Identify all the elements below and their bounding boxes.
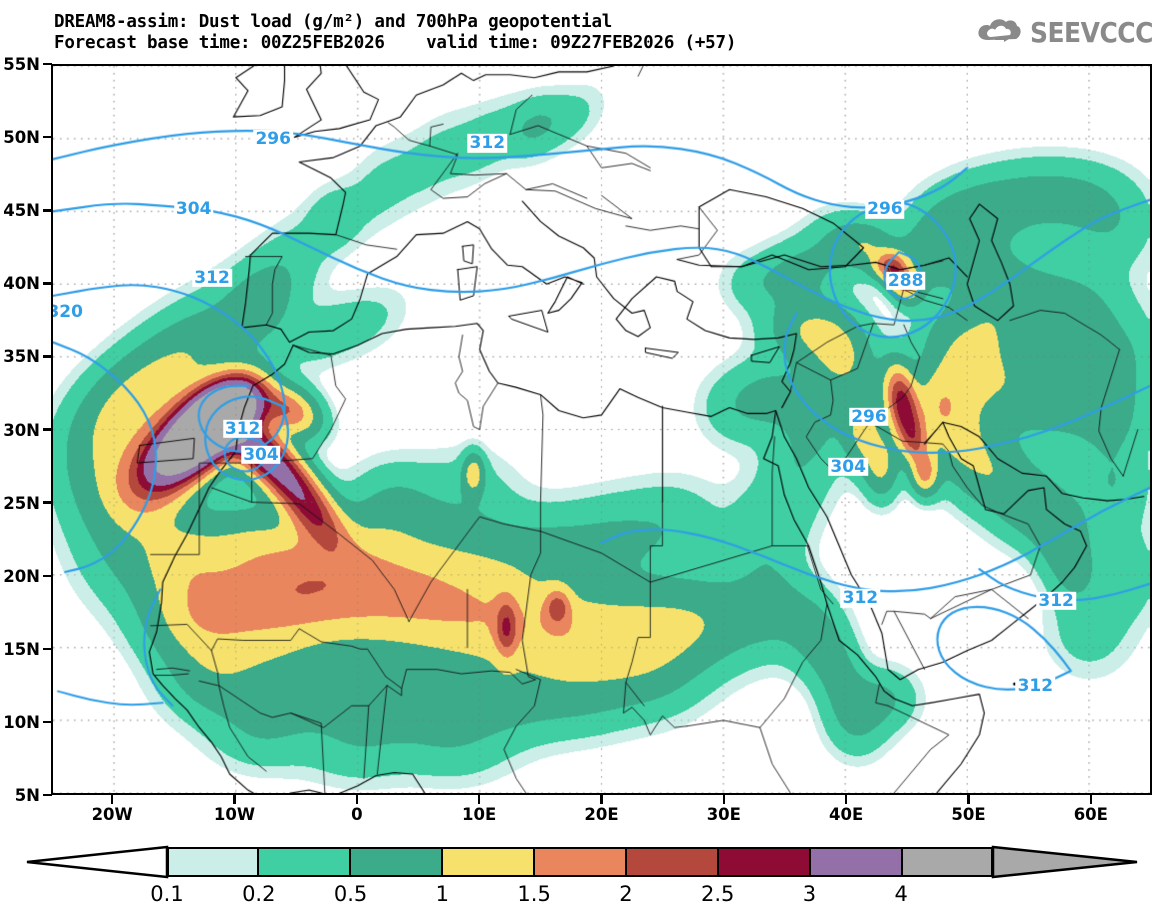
forecast-time-subtitle: Forecast base time: 00Z25FEB2026 valid t… [54,33,737,53]
colorbar-swatches [167,847,993,877]
y-axis-label: 40N [3,274,40,294]
contour-label: 312 [192,267,232,288]
y-axis-label: 45N [3,201,40,221]
contour-label: 288 [885,270,926,291]
colorbar-swatch [627,847,719,877]
y-axis-tick [43,501,52,504]
colorbar-swatch [903,847,993,877]
x-axis-tick [600,795,603,804]
y-axis-label: 5N [14,786,40,805]
colorbar-tick-label: 2.5 [700,882,735,906]
y-axis-tick [43,62,52,66]
y-axis-label: 25N [3,493,40,513]
x-axis-label: 10E [462,805,497,824]
x-axis-tick [967,795,970,804]
x-axis-label: 30E [706,805,741,824]
x-axis-tick [844,795,848,804]
x-axis-tick [233,795,236,804]
contour-label: 312 [1015,675,1056,696]
colorbar-tick-label: 0.5 [333,882,368,906]
y-axis-tick [43,428,52,431]
y-axis-label: 35N [3,347,40,367]
x-axis-tick [1089,795,1093,804]
colorbar: 0.1 0.2 0.5 1 1.5 2 2.5 3 4 [0,838,1165,907]
x-axis-label: 20E [584,805,619,824]
colorbar-tick-label: 4 [894,882,908,906]
colorbar-tick-label: 2 [619,882,633,906]
x-axis-label: 20W [91,805,133,824]
x-axis-tick [355,795,359,804]
contour-label: 296 [865,199,905,220]
x-axis-label: 0 [351,805,363,824]
x-axis-tick [722,795,726,804]
y-axis-label: 55N [3,55,40,74]
y-axis-tick [43,647,52,651]
colorbar-tick-label: 0.2 [242,882,276,906]
colorbar-tick-label: 3 [802,882,817,906]
map-plot-area[interactable]: 320 296 312 304 312 312 304 296 288 296 304 312 312 3… [51,64,1152,795]
colorbar-tick-labels: 0.1 0.2 0.5 1 1.5 2 2.5 3 4 [0,882,1165,907]
page-title: DREAM8-assim: Dust load (g/m²) and 700hP… [54,12,613,32]
contour-label: 296 [253,128,293,149]
contour-label: 304 [828,456,868,477]
x-axis-label: 40E [829,805,864,824]
contour-label: 304 [173,199,214,220]
colorbar-tick-label: 0.1 [150,882,184,906]
y-axis-label: 10N [3,712,40,732]
y-axis-label: 30N [3,420,40,440]
y-axis-label: 15N [3,639,40,659]
logo-text: SEEVCCC [1029,15,1154,49]
y-axis-tick [43,209,52,212]
colorbar-swatch [167,847,259,877]
contour-label: 320 [53,302,85,321]
y-axis-tick [43,282,52,285]
colorbar-swatch [259,847,351,877]
colorbar-tick-label: 1.5 [517,882,551,906]
y-axis-tick [43,793,52,797]
y-axis-tick [43,135,52,139]
colorbar-swatch [535,847,627,877]
y-axis-tick [43,720,52,724]
contour-label: 312 [1036,590,1076,611]
seevccc-logo: SEEVCCC [975,14,1154,50]
x-axis-label: 60E [1073,805,1108,824]
cloud-icon [975,15,1023,49]
contour-label: 312 [840,587,881,608]
x-axis-label: 10W [213,805,256,824]
x-axis-tick [110,795,114,804]
y-axis-label: 50N [3,128,40,148]
colorbar-tick-label: 1 [435,882,450,906]
x-axis-label: 50E [951,805,986,824]
contour-label: 312 [222,418,263,439]
header: DREAM8-assim: Dust load (g/m²) and 700hP… [0,0,1165,62]
contour-label: 304 [241,444,281,465]
contour-label: 296 [849,406,889,427]
y-axis-tick [43,574,52,577]
colorbar-swatch [351,847,443,877]
y-axis-label: 20N [3,566,40,586]
x-axis-tick [477,795,481,804]
dust-load-map-canvas [53,66,1150,793]
colorbar-swatch [443,847,535,877]
colorbar-swatch [719,847,811,877]
y-axis-tick [43,355,52,358]
contour-label: 312 [467,133,508,154]
colorbar-swatch [811,847,903,877]
